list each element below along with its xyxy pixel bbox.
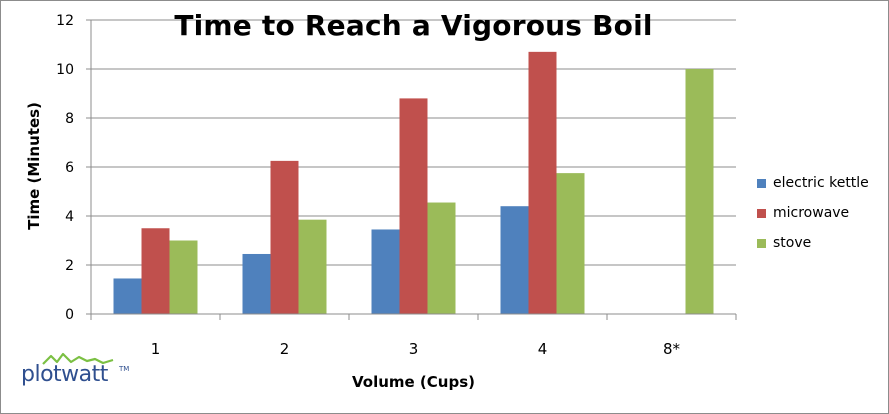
bar-electric-kettle-3: [500, 206, 529, 314]
y-tick-label: 12: [56, 13, 74, 29]
bar-stove-3: [556, 173, 585, 314]
legend-label: stove: [773, 235, 812, 251]
y-tick-label: 4: [65, 209, 74, 225]
y-tick-label: 10: [56, 62, 74, 78]
bar-electric-kettle-0: [113, 278, 142, 314]
bar-microwave-0: [141, 228, 170, 314]
logo-trademark: TM: [119, 365, 130, 373]
y-axis-label: Time (Minutes): [25, 102, 43, 230]
bar-stove-4: [685, 69, 714, 314]
legend-label: electric kettle: [773, 175, 869, 191]
x-tick-label: 2: [280, 340, 290, 358]
bar-stove-2: [427, 202, 456, 314]
bar-microwave-1: [270, 160, 299, 314]
legend-swatch-stove: [757, 238, 766, 248]
legend-label: microwave: [773, 205, 850, 221]
x-axis-label: Volume (Cups): [351, 373, 475, 391]
y-tick-label: 8: [65, 111, 74, 127]
legend-item-electric-kettle: electric kettle: [757, 168, 869, 198]
logo-text: plotwatt: [21, 362, 108, 387]
legend-swatch-electric-kettle: [757, 178, 766, 188]
x-tick-label: 4: [538, 340, 548, 358]
y-tick-label: 6: [65, 160, 74, 176]
x-tick-label: 8*: [663, 340, 681, 358]
x-tick-label: 1: [151, 340, 161, 358]
legend-swatch-microwave: [757, 208, 766, 218]
legend: electric kettle microwave stove: [757, 168, 869, 258]
bar-microwave-3: [528, 51, 557, 314]
bar-stove-0: [169, 240, 198, 314]
legend-item-stove: stove: [757, 228, 869, 258]
bar-microwave-2: [399, 98, 428, 315]
bar-electric-kettle-2: [371, 229, 400, 314]
y-tick-label: 0: [65, 307, 74, 323]
bar-electric-kettle-1: [242, 253, 271, 314]
chart-title: Time to Reach a Vigorous Boil: [174, 9, 653, 42]
plotwatt-logo: plotwatt TM: [21, 351, 136, 397]
legend-item-microwave: microwave: [757, 198, 869, 228]
bar-stove-1: [298, 219, 327, 314]
logo-wave-icon: [42, 352, 114, 365]
y-tick-label: 2: [65, 258, 74, 274]
x-tick-label: 3: [409, 340, 419, 358]
